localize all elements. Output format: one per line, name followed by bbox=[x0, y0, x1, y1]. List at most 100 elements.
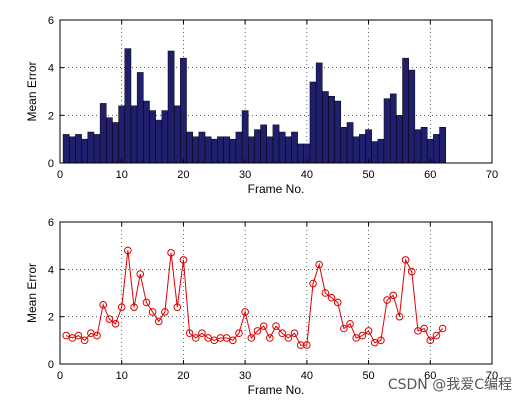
data-point bbox=[191, 334, 200, 342]
bar bbox=[217, 136, 224, 164]
bar bbox=[186, 131, 193, 164]
x-tick-label: 50 bbox=[362, 169, 374, 181]
data-point bbox=[432, 331, 441, 340]
x-tick-label: 40 bbox=[301, 370, 313, 382]
data-point bbox=[401, 256, 410, 264]
bar bbox=[69, 136, 76, 164]
bar bbox=[297, 143, 305, 164]
data-point bbox=[179, 256, 188, 264]
bar bbox=[130, 105, 138, 164]
watermark: CSDN @我爱C编程 bbox=[387, 377, 512, 393]
y-tick-label: 2 bbox=[48, 312, 54, 324]
bar bbox=[383, 98, 391, 164]
data-point bbox=[340, 324, 348, 333]
data-point bbox=[93, 331, 101, 340]
y-tick-label: 6 bbox=[48, 15, 54, 27]
bar bbox=[322, 91, 329, 164]
data-point bbox=[161, 308, 169, 316]
bar bbox=[260, 124, 267, 164]
bar bbox=[334, 100, 342, 164]
data-point bbox=[136, 270, 145, 278]
line-chart-panel: 0 10 20 30 40 50 60 70 0 2 4 6 Frame No. Mean Error bbox=[25, 217, 498, 397]
bar bbox=[118, 105, 126, 164]
bar bbox=[192, 136, 200, 164]
x-tick-label: 40 bbox=[301, 169, 313, 181]
data-point bbox=[105, 315, 114, 323]
data-point bbox=[272, 322, 280, 330]
bar bbox=[241, 110, 249, 164]
data-point bbox=[259, 322, 268, 330]
bar bbox=[143, 100, 150, 164]
data-point bbox=[303, 341, 311, 349]
data-point bbox=[198, 329, 206, 338]
bar bbox=[235, 131, 243, 164]
data-point bbox=[426, 336, 435, 345]
bar bbox=[136, 72, 144, 164]
bar bbox=[266, 136, 274, 164]
data-point bbox=[278, 329, 286, 338]
data-point bbox=[142, 298, 151, 307]
data-point bbox=[167, 248, 175, 257]
data-point bbox=[407, 267, 416, 276]
data-point bbox=[309, 279, 317, 288]
bar bbox=[161, 110, 169, 164]
data-point bbox=[290, 329, 299, 338]
bar bbox=[106, 117, 113, 164]
bar bbox=[352, 136, 360, 164]
bar bbox=[377, 138, 385, 164]
bar bbox=[328, 96, 335, 164]
bar bbox=[112, 122, 119, 164]
bar bbox=[315, 62, 323, 164]
bar bbox=[396, 115, 403, 164]
bar bbox=[340, 127, 348, 164]
data-point bbox=[346, 319, 354, 328]
data-point bbox=[74, 331, 83, 340]
series-line bbox=[65, 250, 444, 346]
x-tick-label: 70 bbox=[486, 169, 498, 181]
bar bbox=[210, 138, 218, 164]
bar bbox=[124, 48, 132, 164]
data-point bbox=[154, 317, 163, 326]
bar bbox=[433, 134, 440, 164]
data-point bbox=[241, 308, 249, 316]
data-point bbox=[284, 334, 293, 342]
bar bbox=[247, 136, 255, 164]
bar bbox=[291, 131, 298, 164]
data-point bbox=[130, 303, 138, 312]
bar bbox=[408, 69, 416, 164]
bar bbox=[155, 119, 163, 164]
y-tick-label: 6 bbox=[48, 217, 54, 229]
axes-frame bbox=[59, 19, 493, 164]
y-tick-label: 0 bbox=[48, 359, 54, 371]
bar bbox=[223, 136, 230, 164]
data-point bbox=[389, 291, 398, 300]
bar bbox=[420, 127, 428, 164]
bar bbox=[93, 134, 101, 164]
x-tick-label: 10 bbox=[116, 370, 128, 382]
bar bbox=[87, 131, 95, 164]
data-point bbox=[229, 336, 237, 345]
x-tick-label: 20 bbox=[177, 370, 189, 382]
bar bbox=[359, 134, 366, 164]
bar bbox=[278, 131, 286, 164]
bar bbox=[371, 141, 379, 164]
bar bbox=[62, 134, 70, 164]
data-point bbox=[377, 336, 385, 345]
bar-chart-panel: 0 10 20 30 40 50 60 70 0 2 4 6 Frame No. Mean Error bbox=[25, 15, 498, 196]
data-point bbox=[235, 329, 243, 338]
x-tick-label: 0 bbox=[57, 370, 63, 382]
data-point bbox=[327, 293, 336, 302]
data-point bbox=[395, 312, 404, 321]
bar bbox=[309, 81, 317, 164]
bar bbox=[272, 124, 280, 164]
bar bbox=[402, 57, 409, 164]
bar bbox=[346, 122, 354, 164]
bar bbox=[149, 110, 156, 164]
data-point bbox=[420, 324, 428, 333]
x-tick-label: 60 bbox=[424, 169, 436, 181]
data-point bbox=[124, 246, 132, 255]
bar bbox=[414, 129, 422, 164]
bar bbox=[99, 103, 107, 164]
data-point bbox=[185, 329, 194, 338]
x-tick-label: 50 bbox=[362, 370, 374, 382]
